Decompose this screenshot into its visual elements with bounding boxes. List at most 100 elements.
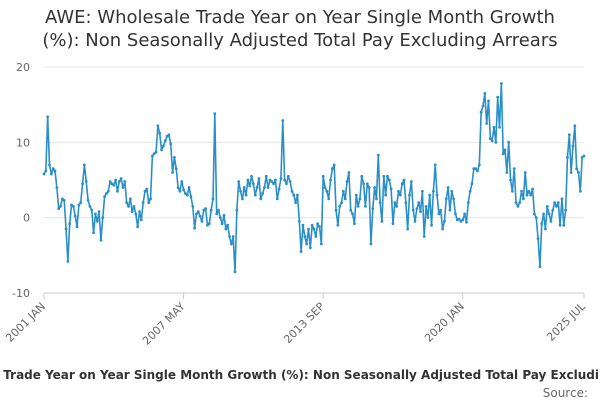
data-point <box>229 242 233 246</box>
data-point <box>279 177 283 180</box>
data-point <box>44 169 48 173</box>
data-point <box>382 174 386 178</box>
data-point <box>55 186 59 189</box>
data-point <box>367 186 371 189</box>
data-point <box>332 163 336 167</box>
data-point <box>571 144 575 148</box>
data-point <box>373 186 377 189</box>
data-point <box>499 82 503 85</box>
data-point <box>294 201 298 205</box>
data-point <box>417 201 421 205</box>
data-point <box>160 148 163 152</box>
data-point <box>46 115 50 119</box>
data-point <box>408 193 411 197</box>
data-point <box>397 189 400 193</box>
data-point <box>211 197 215 201</box>
data-point <box>558 223 562 227</box>
data-point <box>520 189 523 193</box>
data-point <box>512 167 516 171</box>
data-point <box>387 178 391 182</box>
data-point <box>400 182 404 186</box>
data-point <box>95 220 99 223</box>
data-point <box>490 139 494 143</box>
data-point <box>494 140 498 144</box>
data-point <box>375 197 378 201</box>
data-point <box>345 180 349 183</box>
data-point <box>347 171 351 174</box>
data-point <box>48 163 51 167</box>
data-point <box>481 104 485 108</box>
legend: Wholesale Trade Year on Year Single Mont… <box>0 368 600 382</box>
data-point <box>452 197 455 201</box>
data-point <box>90 208 94 212</box>
data-point <box>128 197 132 201</box>
data-point <box>351 212 354 216</box>
data-point <box>476 169 479 173</box>
data-point <box>51 167 55 171</box>
data-point <box>195 212 198 216</box>
data-point <box>430 223 433 227</box>
data-point <box>577 171 580 174</box>
data-point <box>156 124 160 128</box>
data-point <box>573 124 577 128</box>
data-point <box>251 182 255 186</box>
data-point <box>463 212 467 216</box>
data-point <box>378 201 382 205</box>
data-point <box>264 174 268 178</box>
data-point <box>117 180 121 183</box>
data-point <box>173 156 176 159</box>
data-point <box>136 225 140 229</box>
data-point <box>562 223 566 227</box>
data-point <box>567 133 571 137</box>
data-point <box>334 208 338 212</box>
data-point <box>468 189 472 193</box>
data-point <box>525 193 529 197</box>
data-point <box>443 220 446 223</box>
data-point <box>483 91 487 95</box>
data-point <box>171 171 174 174</box>
data-point <box>68 222 72 226</box>
data-point <box>138 210 141 214</box>
data-point <box>180 180 184 183</box>
data-point <box>413 220 417 223</box>
data-point <box>343 197 347 201</box>
data-point <box>556 201 560 205</box>
data-point <box>235 208 239 212</box>
data-point <box>228 235 231 238</box>
data-point <box>426 216 430 220</box>
data-point <box>84 180 88 183</box>
data-point <box>369 242 373 246</box>
data-point <box>57 207 61 211</box>
data-point <box>340 201 343 205</box>
data-point <box>542 212 545 216</box>
data-point <box>540 222 544 226</box>
data-point <box>198 214 202 218</box>
data-point <box>274 178 277 182</box>
data-point <box>250 174 253 178</box>
data-point <box>261 192 264 195</box>
data-point <box>200 220 204 223</box>
data-point <box>371 207 375 211</box>
data-point <box>312 227 316 231</box>
data-point <box>272 182 275 186</box>
data-point <box>143 189 147 193</box>
data-point <box>299 250 303 253</box>
data-point <box>62 198 66 202</box>
data-point <box>97 210 101 214</box>
data-point <box>163 139 167 143</box>
data-point <box>75 225 79 229</box>
data-point <box>59 204 62 208</box>
data-point <box>305 242 309 246</box>
data-point <box>231 235 235 238</box>
data-point <box>224 227 228 231</box>
data-point <box>310 223 314 227</box>
data-point <box>116 189 119 193</box>
data-point <box>281 119 285 122</box>
data-point <box>575 167 579 171</box>
data-point <box>454 212 457 216</box>
data-point <box>492 125 496 129</box>
data-point <box>134 212 138 216</box>
data-point <box>73 214 77 218</box>
data-point <box>246 178 250 182</box>
data-point <box>545 204 549 208</box>
